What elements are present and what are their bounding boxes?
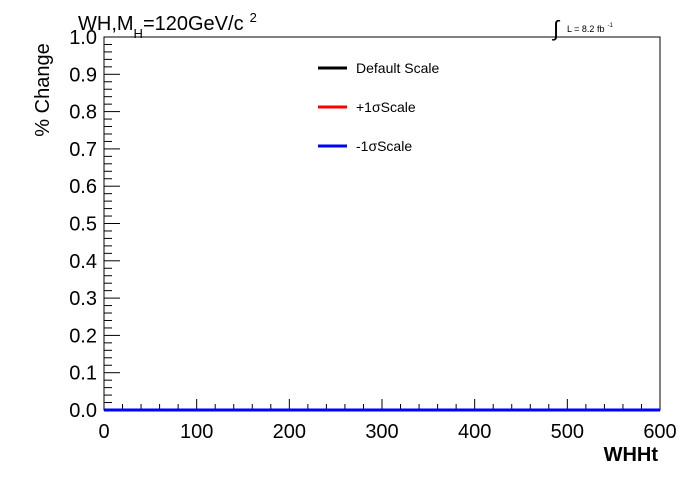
y-tick-label: 0.5 xyxy=(69,214,97,236)
lumi-text: L = 8.2 fb xyxy=(567,24,604,34)
y-tick-label: 0.4 xyxy=(69,251,97,273)
lumi-label: L = 8.2 fb -1 xyxy=(567,23,613,34)
plot-frame xyxy=(103,36,661,411)
y-tick-label: 0.3 xyxy=(69,288,97,310)
axis-ticks xyxy=(103,36,661,411)
y-tick-label: 0.1 xyxy=(69,363,97,385)
legend-label: +1σScale xyxy=(356,99,416,115)
legend: Default Scale +1σScale -1σScale xyxy=(318,60,439,154)
legend-label: -1σScale xyxy=(356,138,412,154)
x-tick-label: 400 xyxy=(458,421,491,443)
x-tick-label: 200 xyxy=(273,421,306,443)
x-tick-label: 600 xyxy=(643,421,676,443)
x-axis-label: WHHt xyxy=(604,444,659,466)
y-axis-label: % Change xyxy=(32,43,54,136)
y-tick-label: 0.2 xyxy=(69,325,97,347)
y-tick-label: 0.6 xyxy=(69,176,97,198)
tick-labels: 0 100 200 300 400 500 600 0.0 0.1 0.2 0.3 0.4 0.5 0.6… xyxy=(69,27,677,443)
y-tick-label: 0.7 xyxy=(69,139,97,161)
title-rest: =120GeV/c xyxy=(143,13,244,35)
y-tick-label: 0.8 xyxy=(69,102,97,124)
y-tick-label: 1.0 xyxy=(69,27,97,49)
x-tick-label: 300 xyxy=(365,421,398,443)
title-subscript: H xyxy=(134,26,143,41)
title-main: WH,M xyxy=(78,13,134,35)
y-tick-label: 0.0 xyxy=(69,400,97,422)
x-tick-label: 0 xyxy=(98,421,109,443)
x-tick-label: 500 xyxy=(551,421,584,443)
title-superscript: 2 xyxy=(250,10,257,25)
legend-label: Default Scale xyxy=(356,60,439,76)
lumi-superscript: -1 xyxy=(607,23,613,29)
x-tick-label: 100 xyxy=(180,421,213,443)
lumi-integral-symbol: ∫ xyxy=(551,16,561,41)
chart-title: WH,MH=120GeV/c 2 xyxy=(78,10,257,41)
y-tick-label: 0.9 xyxy=(69,64,97,86)
